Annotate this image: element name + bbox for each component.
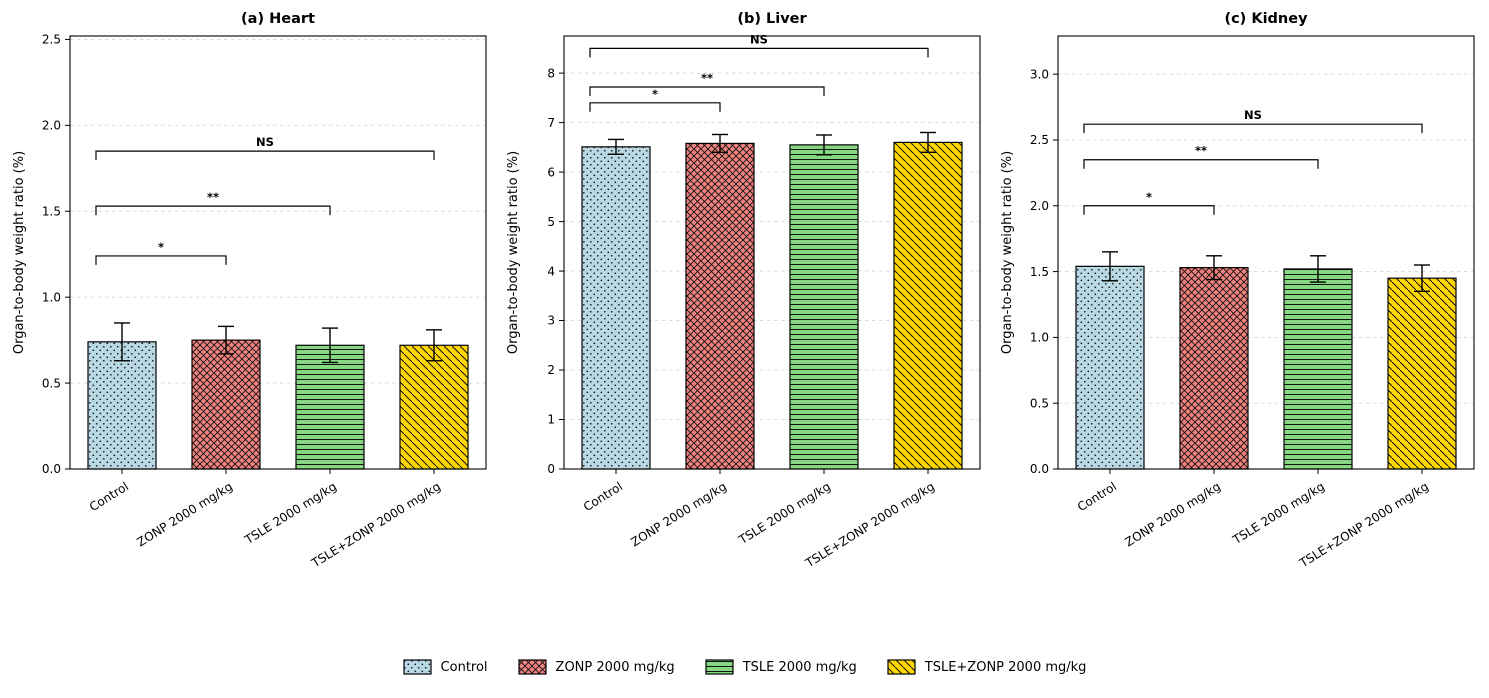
significance-label: NS [1244,108,1262,122]
x-tick-label: TSLE 2000 mg/kg [1229,479,1327,547]
x-tick-label: ZONP 2000 mg/kg [628,479,729,549]
legend-swatch-icon [887,659,916,675]
y-tick-label: 3.0 [1029,67,1048,81]
legend-label: TSLE+ZONP 2000 mg/kg [924,660,1087,675]
significance-label: NS [256,135,274,149]
bar-0-2 [294,344,365,470]
panel-title: (b) Liver [737,11,807,27]
plot-box [562,35,981,470]
bar-0-0 [86,341,157,470]
legend-item: Control [402,659,488,676]
y-tick-label: 2.0 [1029,199,1048,213]
y-tick-label: 4 [547,264,555,278]
significance-bracket [1082,159,1319,169]
significance-bracket [94,205,331,216]
significance-label: ** [700,71,712,85]
bar-2-3 [1386,277,1457,470]
y-tick-label: 1.5 [41,204,60,218]
y-tick-label: 2.5 [41,33,60,47]
y-tick-label: 2.0 [41,119,60,133]
bar-2-0 [1074,265,1145,470]
significance-label: * [157,240,163,254]
significance-bracket [1082,123,1423,134]
y-tick-label: 8 [547,66,555,80]
x-tick-label: Control [1074,479,1118,514]
x-tick-label: TSLE 2000 mg/kg [241,479,339,547]
significance-bracket [1082,205,1215,215]
y-tick-label: 1.0 [1029,331,1048,345]
legend: Control ZONP 2000 mg/kg TSLE 2000 mg/kg TSL… [0,659,1489,676]
x-tick-label: TSLE 2000 mg/kg [735,479,833,547]
y-tick-label: 0.0 [41,462,60,476]
y-tick-label: 0.5 [1029,396,1048,410]
y-tick-label: 2.5 [1029,133,1048,147]
y-tick-label: 0.0 [1029,462,1048,476]
legend-item: TSLE 2000 mg/kg [705,659,857,676]
bar-2-1 [1178,267,1249,470]
y-tick-label: 5 [547,215,555,229]
y-tick-label: 1 [547,413,555,427]
y-tick-label: 1.0 [41,290,60,304]
plot-box [68,35,487,470]
x-tick-label: ZONP 2000 mg/kg [134,479,235,549]
legend-item: TSLE+ZONP 2000 mg/kg [887,659,1087,676]
x-tick-label: Control [86,479,130,514]
bar-2-2 [1282,268,1353,470]
panel-title: (c) Kidney [1224,11,1308,27]
legend-label: Control [440,660,488,675]
significance-label: NS [750,32,768,46]
charts-row: * ** NS 0.0 0.5 1.0 1.5 2.0 2.5 Control ZONP 2000 … [0,2,1489,647]
y-tick-label: 0 [547,462,555,476]
legend-label: TSLE 2000 mg/kg [742,660,857,675]
y-tick-label: 1.5 [1029,265,1048,279]
y-tick-label: 0.5 [41,376,60,390]
significance-label: * [651,87,657,101]
y-tick-label: 2 [547,363,555,377]
bar-1-3 [892,141,963,470]
significance-bracket [94,255,227,265]
significance-label: ** [1194,144,1206,158]
bar-1-1 [684,142,755,470]
significance-label: ** [206,190,218,204]
legend-swatch-icon [517,659,547,675]
significance-label: * [1145,190,1151,204]
y-tick-label: 7 [547,116,555,130]
significance-bracket [588,102,721,112]
y-axis-label: Organ-to-body weight ratio (%) [12,151,27,354]
legend-swatch-icon [705,659,734,675]
bar-0-3 [398,344,469,470]
plot-box [1056,35,1475,470]
y-tick-label: 3 [547,314,555,328]
y-tick-label: 6 [547,165,555,179]
x-tick-label: ZONP 2000 mg/kg [1122,479,1223,549]
bar-1-0 [580,146,651,470]
panel-title: (a) Heart [241,11,315,27]
legend-swatch-icon [402,659,432,675]
legend-item: ZONP 2000 mg/kg [517,659,675,676]
x-tick-label: Control [580,479,624,514]
bar-0-1 [190,339,261,470]
legend-label: ZONP 2000 mg/kg [555,660,675,675]
y-axis-label: Organ-to-body weight ratio (%) [506,151,521,354]
significance-bracket [588,47,929,58]
significance-bracket [94,150,435,161]
bar-1-2 [788,144,859,470]
significance-bracket [588,86,825,96]
y-axis-label: Organ-to-body weight ratio (%) [1000,151,1015,354]
